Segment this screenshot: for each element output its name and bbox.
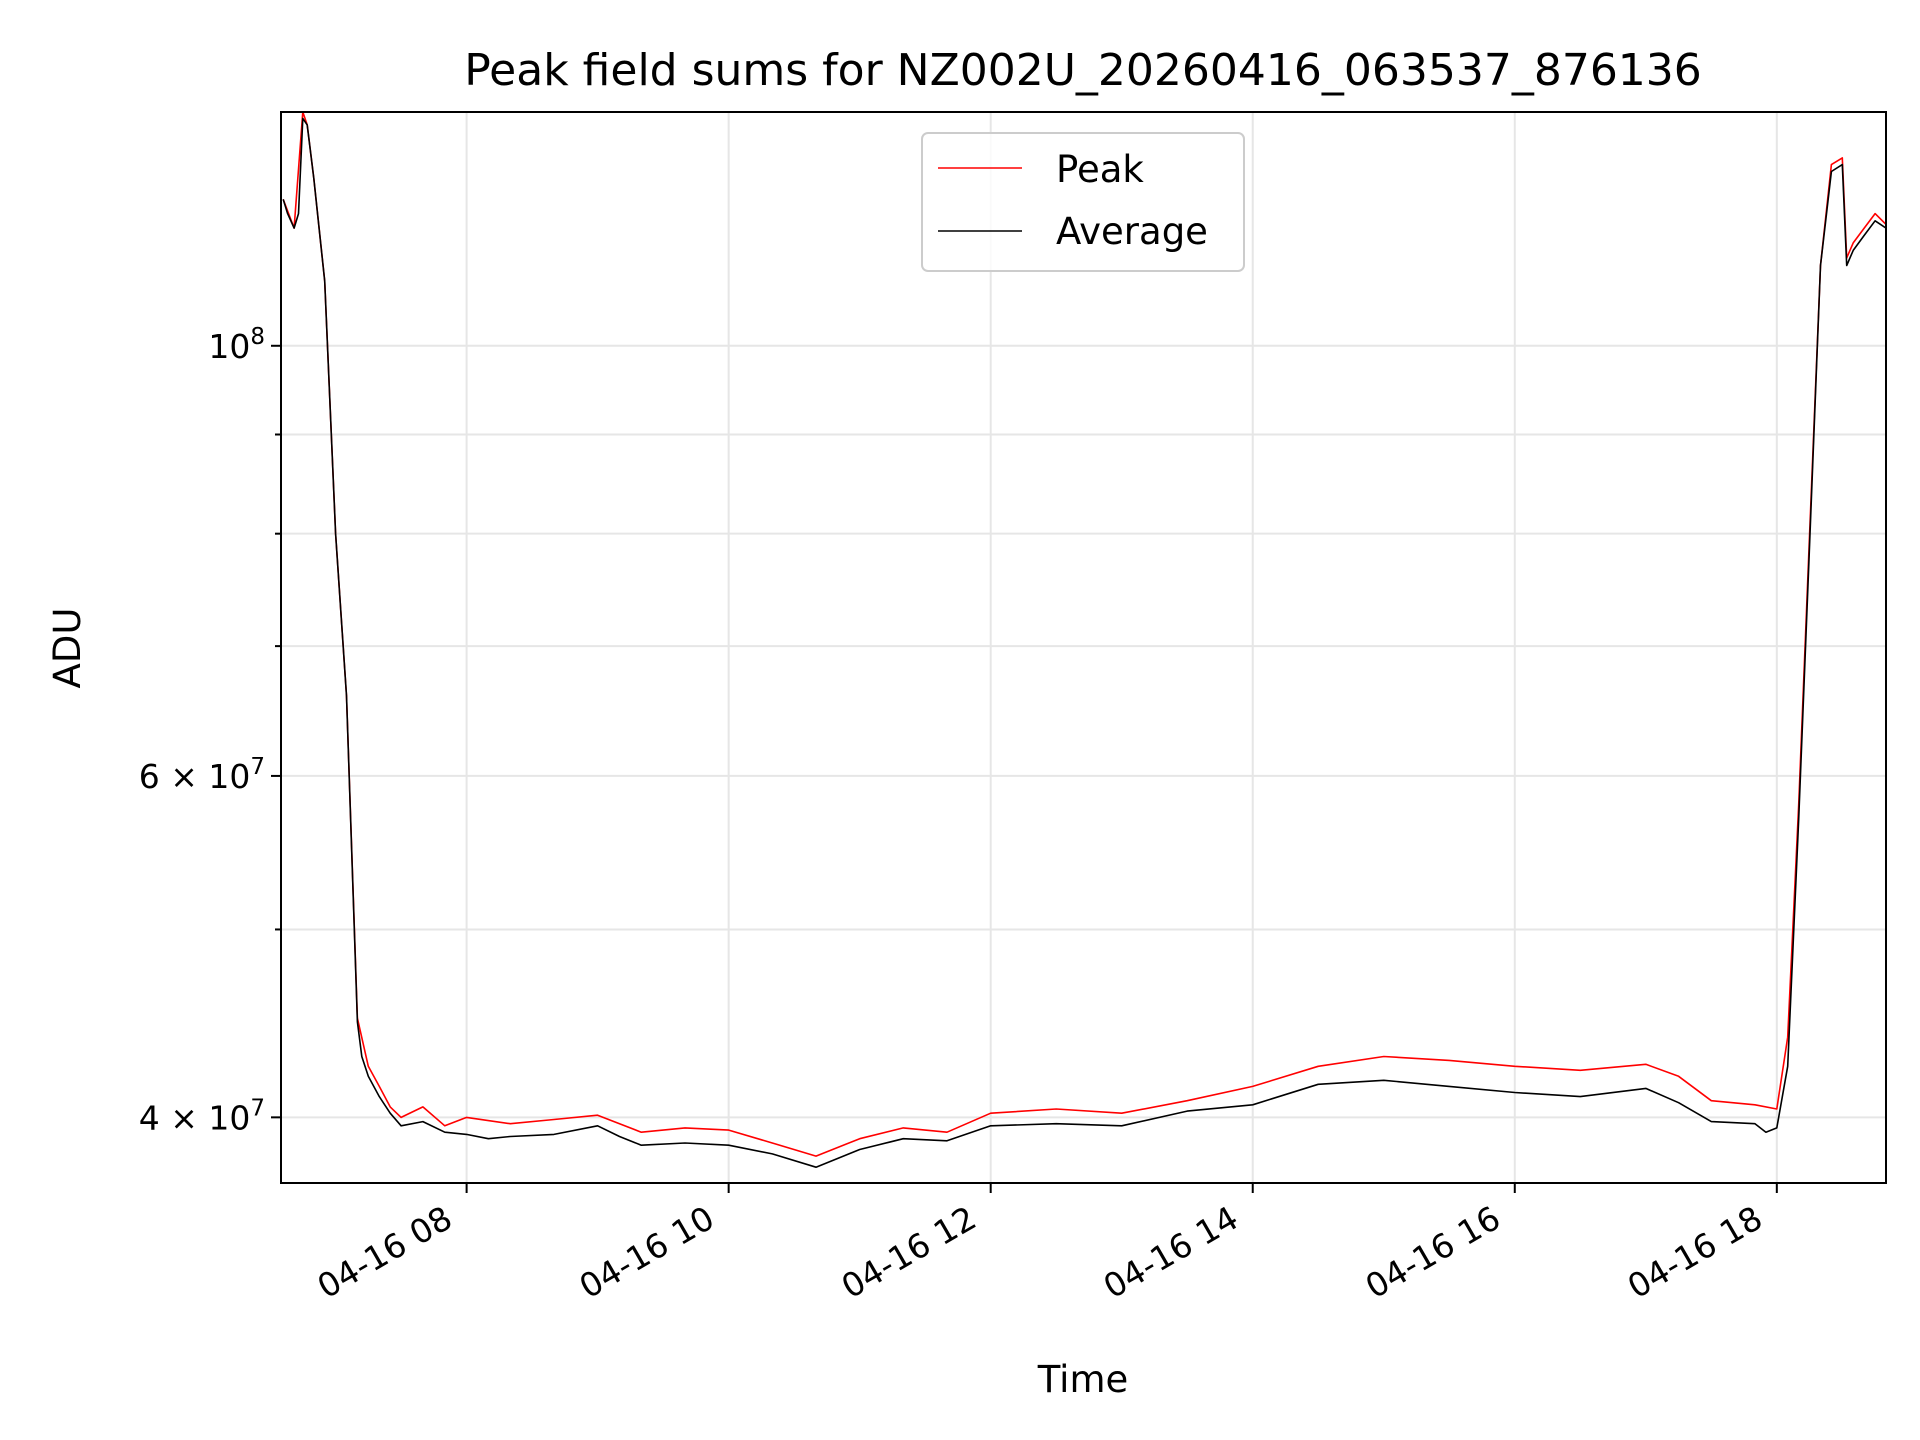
x-axis-label: Time: [1037, 1358, 1129, 1401]
grid: [281, 112, 1886, 1183]
y-tick-exponent: 7: [250, 1095, 265, 1121]
chart-title: Peak field sums for NZ002U_20260416_0635…: [464, 45, 1702, 96]
legend-label-peak: Peak: [1056, 148, 1144, 191]
series-line-average: [282, 117, 1886, 1168]
y-tick-label: 4 × 107: [139, 1095, 265, 1137]
legend: Peak Average: [921, 132, 1245, 272]
y-tick-base: 10: [208, 327, 250, 366]
series-group: [282, 112, 1886, 1168]
legend-label-average: Average: [1056, 210, 1208, 253]
y-tick-label: 6 × 107: [139, 754, 265, 796]
y-tick-label: 108: [208, 324, 265, 366]
plot-frame: [280, 111, 1887, 1184]
y-tick-base: 4 × 10: [139, 1098, 251, 1137]
y-tick-base: 6 × 10: [139, 757, 251, 796]
y-tick-exponent: 8: [250, 324, 265, 350]
y-axis-label: ADU: [46, 608, 89, 689]
y-tick-exponent: 7: [250, 754, 265, 780]
